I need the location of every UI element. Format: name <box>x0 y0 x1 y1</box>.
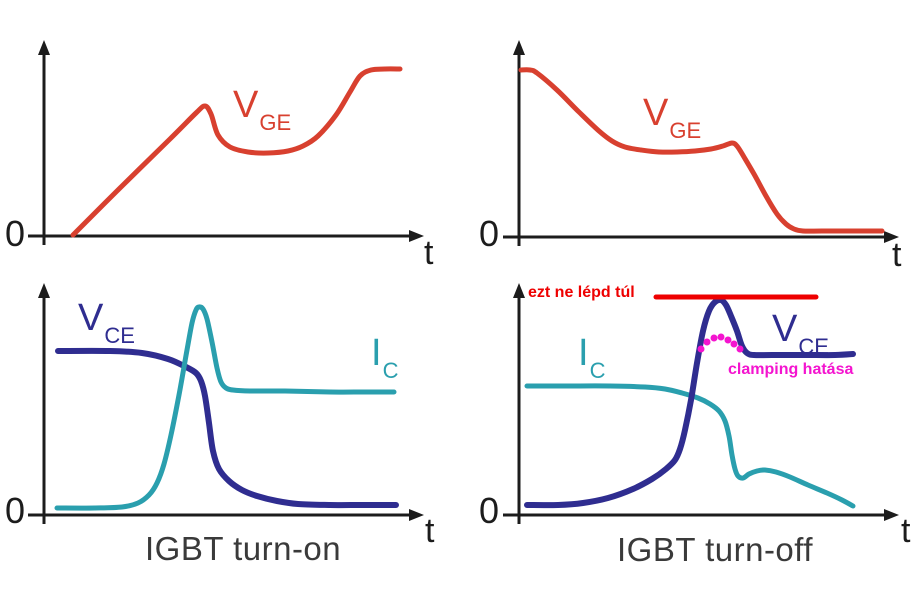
vge_turn_on-curve-vge <box>70 66 403 238</box>
igbt_turn_off-clamp-dot-5 <box>730 340 738 348</box>
vge-label-sub: GE <box>669 118 702 143</box>
vce-label-sub: CE <box>798 334 829 359</box>
vge_turn_on-y-axis-arrow <box>38 40 50 55</box>
vge-label-turn-off: VGE <box>643 92 701 142</box>
igbt_turn_off-x-axis-arrow <box>884 509 899 521</box>
vge-label-turn-on: VGE <box>233 84 291 134</box>
vge_turn_off-y-axis-arrow <box>513 40 525 55</box>
caption-igbt-turn-on: IGBT turn-on <box>145 530 342 567</box>
limit-annotation-text: ezt ne lépd túl <box>528 284 635 301</box>
igbt_turn_off-clamp-dot-3 <box>717 333 725 341</box>
vge-label-main: V <box>643 92 669 134</box>
vce-label-turn-on: VCE <box>78 297 135 347</box>
igbt_turn_on-curve-vce <box>55 347 399 509</box>
vge-label-sub: GE <box>259 110 292 135</box>
ic-label-main: I <box>578 332 589 374</box>
time-axis-label-bottom-right: t <box>901 512 911 550</box>
caption-igbt-turn-off: IGBT turn-off <box>617 531 814 568</box>
igbt_turn_off-clamp-dot-1 <box>703 338 711 346</box>
igbt_turn_on-y-axis-arrow <box>38 283 50 298</box>
vce-label-sub: CE <box>104 323 135 348</box>
vce-label-main: V <box>772 308 798 350</box>
origin-zero-label-bottom-right: 0 <box>479 490 500 531</box>
ic-label-turn-off: IC <box>578 332 605 382</box>
igbt_turn_off-clamp-dot-6 <box>736 345 744 353</box>
ic-label-sub: C <box>589 358 606 383</box>
ic-label-turn-on: IC <box>371 332 398 382</box>
time-axis-label-top-left: t <box>424 234 434 272</box>
vge_turn_off-curve-vge <box>518 67 885 234</box>
vge-label-main: V <box>233 84 259 126</box>
igbt_turn_off-y-axis-arrow <box>513 283 525 298</box>
vce-label-turn-off: VCE <box>772 308 829 358</box>
clamp-annotation-text: clamping hatása <box>728 361 854 378</box>
igbt_turn_on-x-axis-arrow <box>409 509 424 521</box>
igbt_turn_off-clamp-dot-4 <box>724 336 732 344</box>
time-axis-label-bottom-left: t <box>425 512 435 550</box>
igbt_turn_off-clamp-dot-0 <box>697 345 705 353</box>
origin-zero-label-top-left: 0 <box>5 213 26 254</box>
vge_turn_on-x-axis-arrow <box>409 230 424 242</box>
igbt_turn_on-curve-ic <box>54 304 397 511</box>
time-axis-label-top-right: t <box>892 236 902 274</box>
origin-zero-label-bottom-left: 0 <box>5 490 26 531</box>
ic-label-sub: C <box>382 358 399 383</box>
vge_turn_off-x-axis-arrow <box>884 231 899 243</box>
igbt_turn_off-clamp-dot-2 <box>710 334 718 342</box>
origin-zero-label-top-right: 0 <box>479 213 500 254</box>
vce-label-main: V <box>78 297 104 339</box>
igbt_turn_off-curve-vce <box>524 296 856 509</box>
ic-label-main: I <box>371 332 382 374</box>
igbt_turn_off-curve-ic <box>524 383 856 509</box>
